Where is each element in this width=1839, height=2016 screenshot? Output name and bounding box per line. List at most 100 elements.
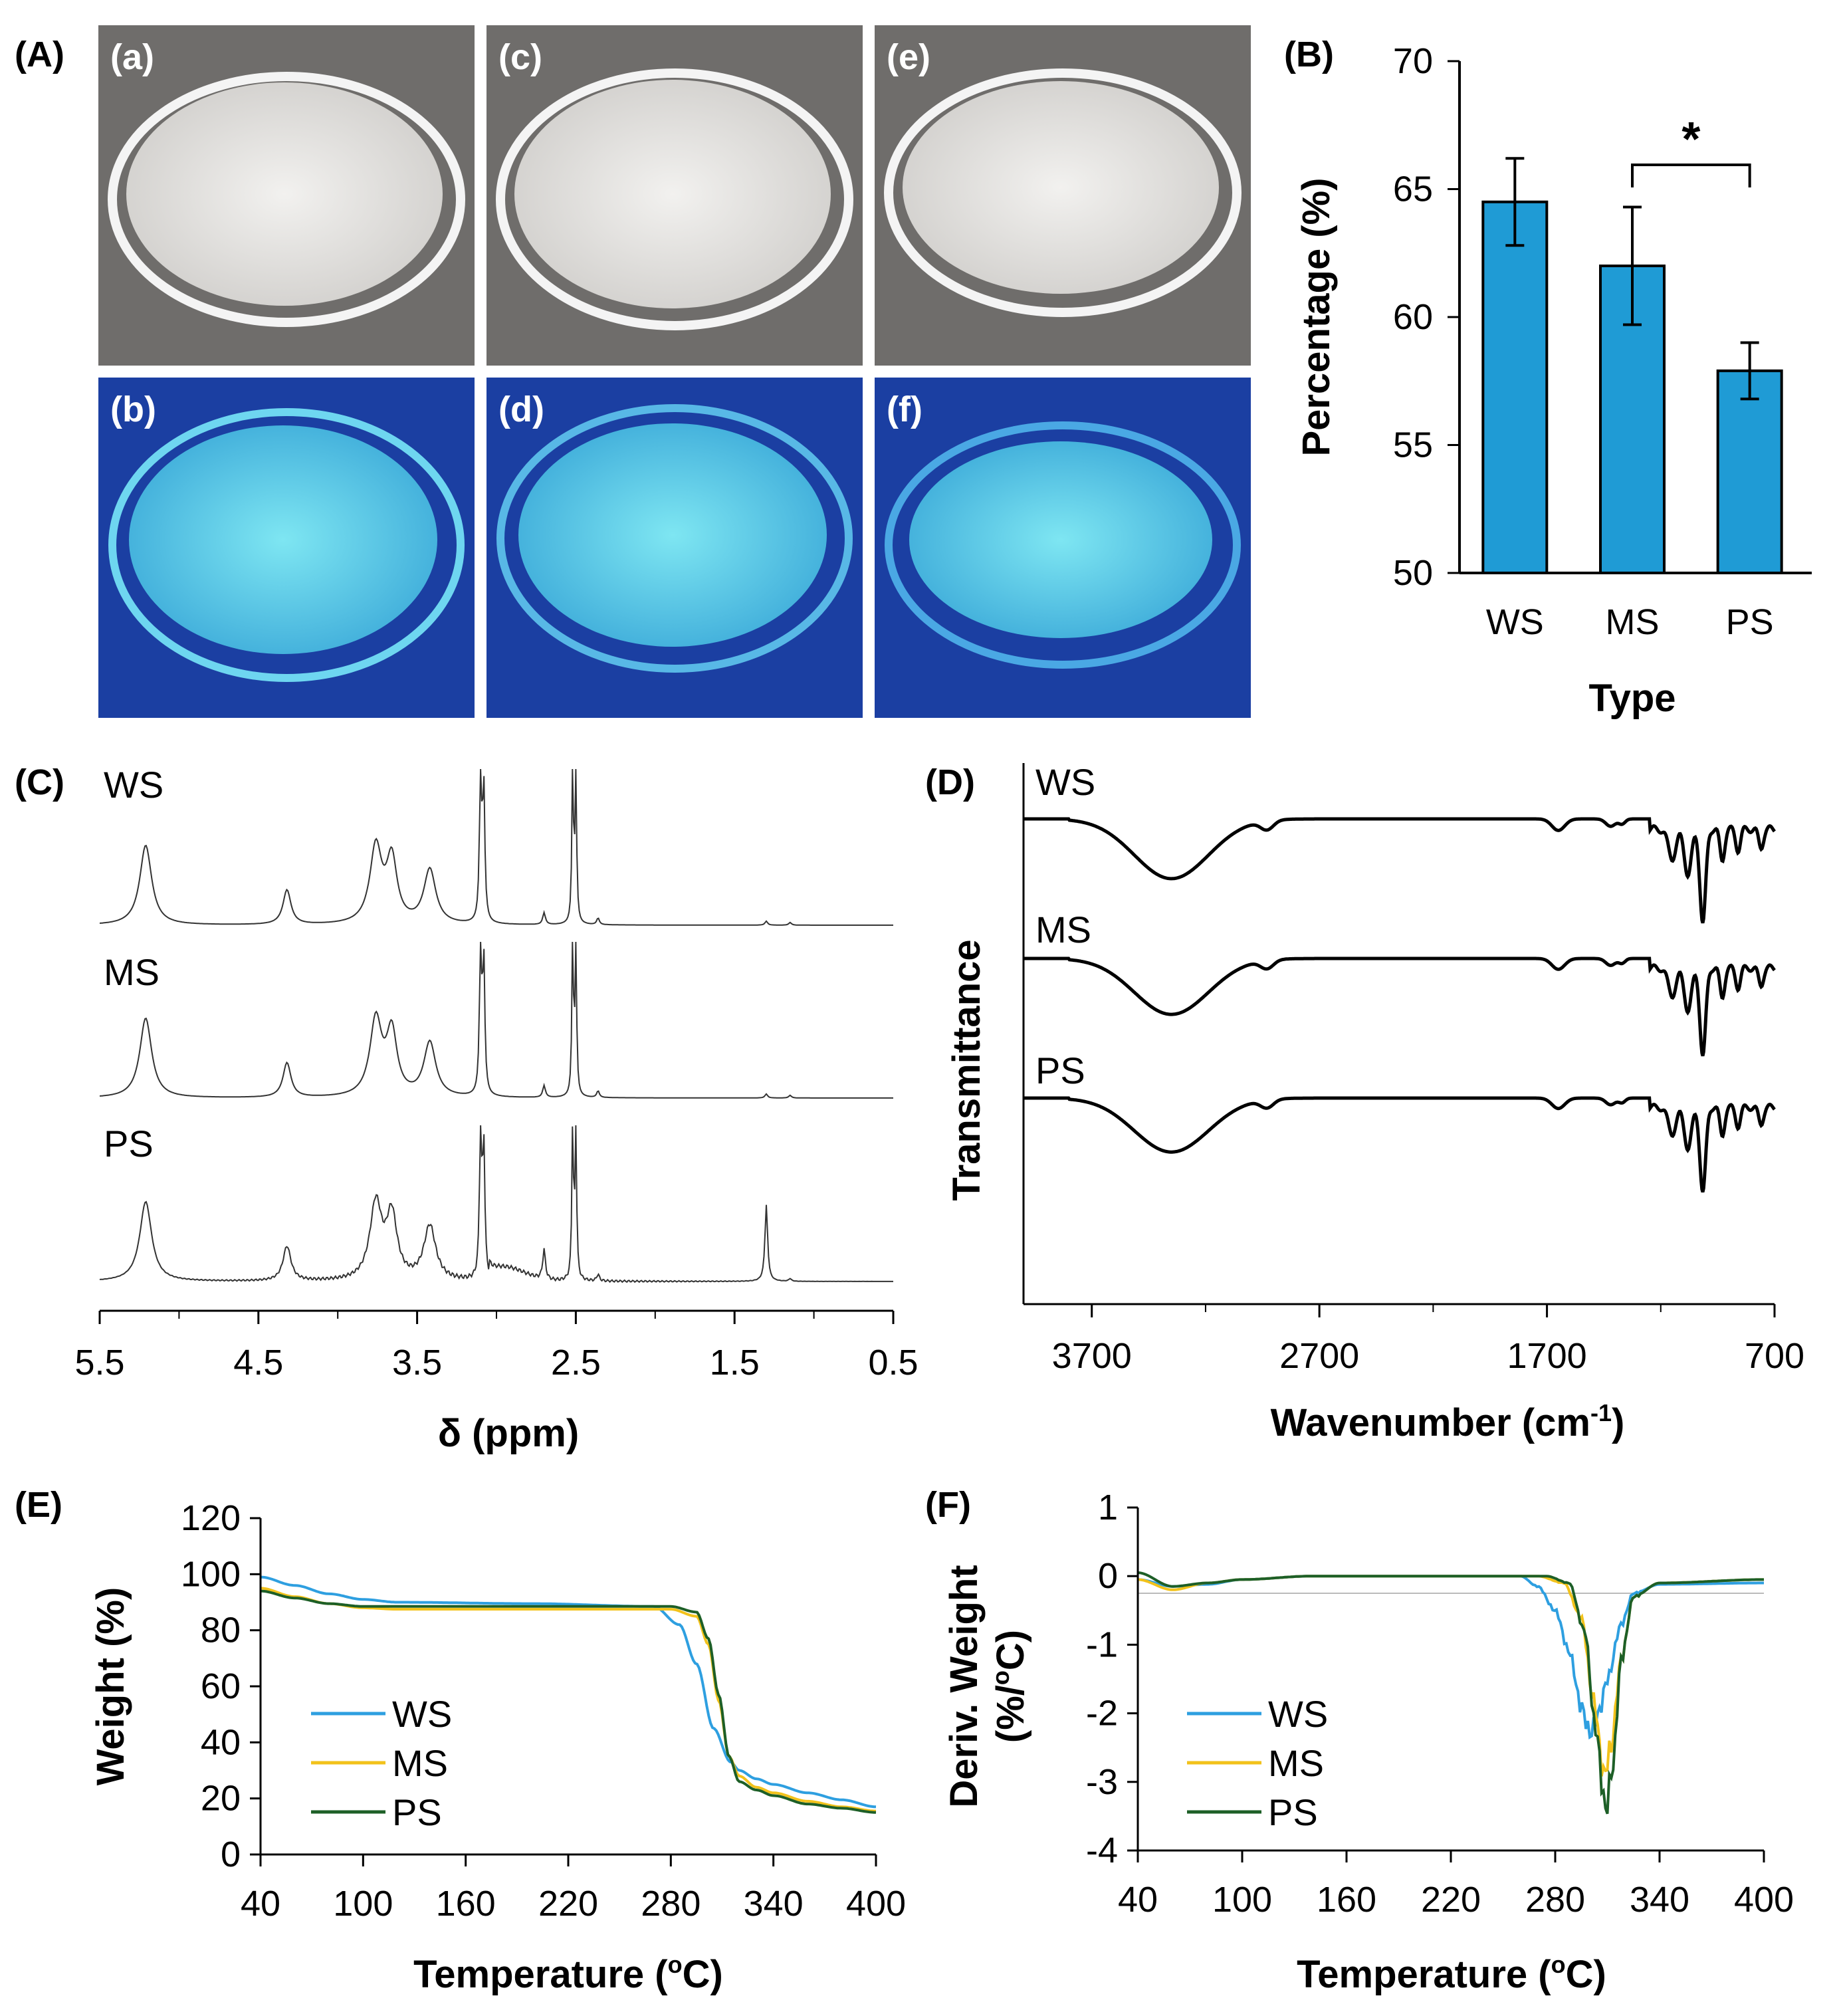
b-x-tick-label-ps: PS [1726,602,1774,642]
photo-c: (c) [487,25,863,366]
e-legend: WS MS PS [311,1693,452,1833]
e-line-ps [260,1589,877,1814]
d-label-ms: MS [1035,909,1091,951]
e-legend-label-ms: MS [392,1742,448,1784]
c-x-tick-label: 5.5 [74,1343,124,1383]
panel-label-c: (C) [15,762,64,802]
panel-label-f: (F) [925,1485,971,1525]
e-line-ms [260,1587,876,1813]
c-x-tick-label: 1.5 [710,1343,760,1383]
e-legend-label-ps: PS [392,1791,442,1833]
e-y-tick-label: 100 [181,1554,241,1594]
f-x-title-close: C) [1566,1953,1606,1996]
photo-f-dish-rim [885,421,1241,669]
photo-d: (d) [487,378,863,718]
f-y-units-main: (%/ [989,1685,1032,1743]
f-x-tick-label: 160 [1317,1880,1376,1920]
c-label-ps: PS [104,1123,154,1165]
f-lines [1137,1571,1764,1815]
photo-a-powder [126,82,443,306]
photo-d-dish-rim [496,404,853,673]
b-y-ticks: 50 55 60 65 70 [1393,41,1460,593]
panel-label-a: (A) [15,35,64,74]
e-y-tick-label: 40 [201,1722,241,1762]
e-x-tick-label: 340 [744,1884,804,1924]
panel-d: (D) WS MS PS 3700 2700 1700 700 Transmittan… [925,761,1804,1444]
b-significance-star: * [1681,113,1700,166]
d-label-ws: WS [1035,761,1095,803]
f-legend: WS MS PS [1187,1693,1328,1833]
panel-c: (C) WS MS PS 5.5 4.5 3.5 2.5 1.5 0.5 δ (ppm) [15,762,919,1455]
b-x-axis-title: Type [1588,677,1676,720]
d-x-title-close: ) [1612,1401,1624,1444]
f-x-title-sup: o [1551,1951,1566,1978]
f-y-tick-label: -3 [1086,1762,1118,1802]
f-y-tick-label: -4 [1086,1831,1118,1870]
f-y-tick-label: 1 [1098,1488,1118,1527]
photo-f-powder [909,441,1212,638]
f-legend-label-ws: WS [1268,1693,1328,1735]
photo-f: (f) [875,378,1251,718]
d-x-ticks: 3700 2700 1700 700 [1052,1304,1804,1376]
c-x-tick-label: 3.5 [392,1343,442,1383]
b-significance-bracket [1631,164,1751,187]
panel-label-b: (B) [1284,35,1334,74]
panel-label-d: (D) [925,762,975,802]
photo-b: (b) [98,378,475,718]
photo-f-label: (f) [887,390,922,429]
e-y-tick-label: 60 [201,1666,241,1706]
d-x-tick-label: 3700 [1052,1336,1132,1376]
f-y-ticks: -4 -3 -2 -1 0 1 [1086,1488,1138,1870]
photo-b-label: (b) [110,390,156,429]
b-error-bar-ms [1623,205,1642,326]
b-y-tick-label: 60 [1393,297,1433,337]
photo-e: (e) [875,25,1251,366]
e-x-title-sup: o [668,1951,683,1978]
photo-e-dish-rim [884,68,1242,317]
e-x-tick-label: 160 [436,1884,496,1924]
f-line-ps [1137,1571,1764,1815]
e-legend-label-ws: WS [392,1693,452,1735]
d-x-tick-label: 700 [1745,1336,1804,1376]
b-y-tick-label: 50 [1393,553,1433,593]
e-y-axis-title: Weight (%) [89,1587,132,1786]
e-y-tick-label: 0 [221,1835,241,1874]
e-lines [260,1575,877,1814]
photo-d-label: (d) [498,390,544,429]
f-y-tick-label: -1 [1086,1624,1118,1664]
b-bar-ps [1716,369,1783,574]
b-error-bar-ps [1740,341,1759,401]
e-x-axis-title: Temperature (oC) [413,1951,723,1996]
f-x-tick-label: 340 [1630,1880,1689,1920]
photo-e-powder [903,81,1219,294]
photo-c-label: (c) [498,37,542,77]
c-spectrum-ms [99,941,893,1099]
b-error-bar-ws [1505,157,1525,247]
b-y-tick-label: 70 [1393,41,1433,81]
f-legend-label-ps: PS [1268,1791,1318,1833]
c-x-tick-label: 2.5 [551,1343,601,1383]
c-spectrum-ps [99,1125,893,1284]
b-bar-ws [1481,200,1549,574]
e-x-title-main: Temperature ( [413,1953,668,1996]
d-x-title-main: Wavenumber (cm [1271,1401,1590,1444]
d-label-ps: PS [1035,1050,1085,1091]
f-y-axis-title: Deriv. Weight [942,1565,986,1807]
f-x-axis-title: Temperature (oC) [1297,1951,1606,1996]
panel-b: (B) 50 55 60 65 70 WS MS PS * Percentage (%) T… [1284,35,1812,720]
f-y-units-close: C) [989,1630,1032,1670]
b-bars [1481,157,1783,574]
e-x-tick-label: 400 [846,1884,906,1924]
e-x-tick-label: 220 [538,1884,598,1924]
e-x-tick-label: 40 [241,1884,280,1924]
f-y-units-sup: o [987,1670,1014,1685]
b-x-tick-label-ws: WS [1486,602,1544,642]
f-line-ms [1137,1575,1764,1777]
photo-c-powder [514,80,831,308]
panel-f: (F) -4 -3 -2 -1 0 1 40 100 160 220 280 340 400 WS M… [925,1485,1794,1996]
f-x-tick-label: 220 [1421,1880,1481,1920]
e-x-tick-label: 100 [333,1884,393,1924]
panel-e: (E) 0 20 40 60 80 100 120 40 100 160 220 280 340 400… [15,1485,906,1996]
f-y-axis-title-units: (%/oC) [987,1630,1032,1743]
d-x-axis-title: Wavenumber (cm-1) [1271,1399,1625,1444]
